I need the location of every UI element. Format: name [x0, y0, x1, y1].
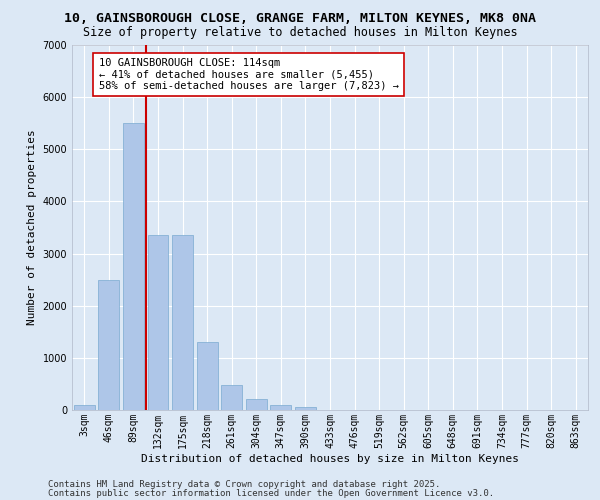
Text: Contains HM Land Registry data © Crown copyright and database right 2025.: Contains HM Land Registry data © Crown c…	[48, 480, 440, 489]
Bar	[246, 399, 267, 410]
Bar	[123, 123, 144, 410]
Bar	[197, 342, 218, 410]
Bar	[148, 236, 169, 410]
Text: 10 GAINSBOROUGH CLOSE: 114sqm
← 41% of detached houses are smaller (5,455)
58% o: 10 GAINSBOROUGH CLOSE: 114sqm ← 41% of d…	[98, 58, 398, 91]
Bar	[172, 236, 193, 410]
Bar	[74, 406, 95, 410]
Bar	[98, 280, 119, 410]
Text: Contains public sector information licensed under the Open Government Licence v3: Contains public sector information licen…	[48, 488, 494, 498]
Y-axis label: Number of detached properties: Number of detached properties	[27, 130, 37, 326]
Bar	[221, 385, 242, 410]
Bar	[271, 406, 292, 410]
Text: Size of property relative to detached houses in Milton Keynes: Size of property relative to detached ho…	[83, 26, 517, 39]
Bar	[295, 408, 316, 410]
X-axis label: Distribution of detached houses by size in Milton Keynes: Distribution of detached houses by size …	[141, 454, 519, 464]
Text: 10, GAINSBOROUGH CLOSE, GRANGE FARM, MILTON KEYNES, MK8 0NA: 10, GAINSBOROUGH CLOSE, GRANGE FARM, MIL…	[64, 12, 536, 26]
